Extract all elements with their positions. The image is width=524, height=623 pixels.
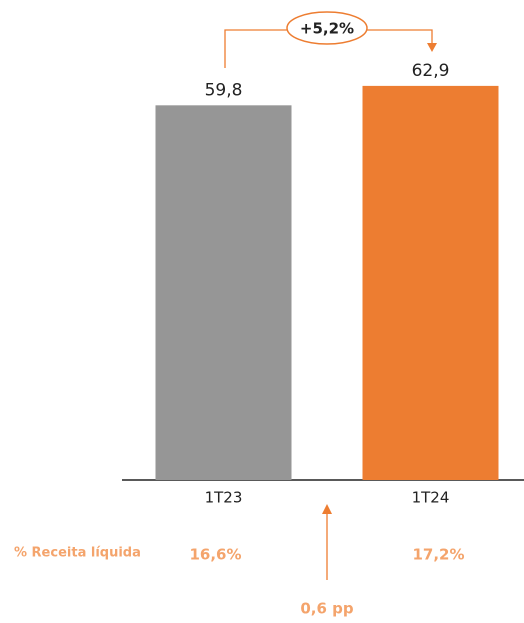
margin-value: 17,2% bbox=[412, 546, 464, 564]
bar bbox=[155, 105, 292, 481]
value-label: 59,8 bbox=[205, 80, 243, 100]
growth-connector bbox=[224, 29, 288, 68]
bar bbox=[362, 85, 499, 481]
margin-value: 16,6% bbox=[189, 546, 241, 564]
arrowhead bbox=[427, 43, 437, 52]
x-tick-label: 1T23 bbox=[205, 489, 243, 507]
growth-label: +5,2% bbox=[300, 20, 354, 38]
margin-change: 0,6 pp bbox=[300, 600, 354, 618]
margin-label: % Receita líquida bbox=[14, 546, 141, 561]
value-label: 62,9 bbox=[412, 61, 450, 81]
x-tick-label: 1T24 bbox=[412, 489, 450, 507]
growth-connector bbox=[367, 29, 433, 45]
arrowhead bbox=[322, 504, 332, 514]
growth-badge bbox=[286, 11, 368, 45]
